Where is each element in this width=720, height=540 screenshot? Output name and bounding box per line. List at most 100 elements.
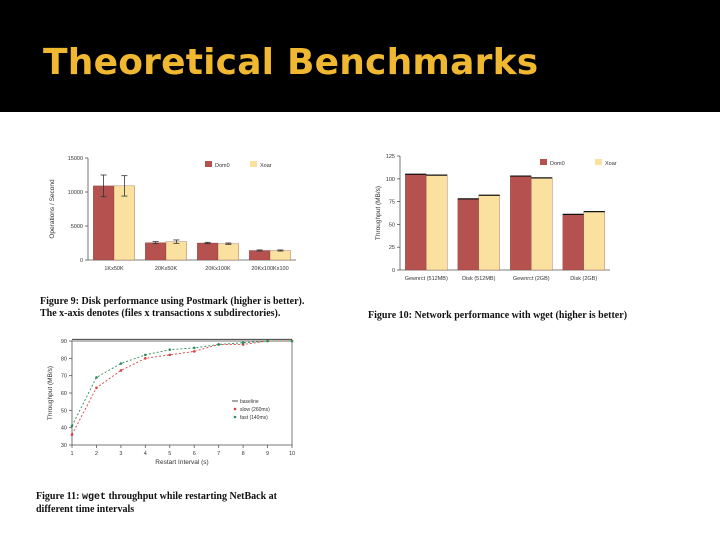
y-tick-label: 125 bbox=[386, 154, 395, 160]
data-point bbox=[70, 424, 74, 428]
legend-swatch-xoar bbox=[250, 161, 257, 167]
legend-label: baseline bbox=[240, 399, 259, 405]
slide-title: Theoretical Benchmarks bbox=[43, 42, 539, 83]
figure-9-caption: Figure 9: Disk performance using Postmar… bbox=[40, 296, 320, 320]
bar-xoar bbox=[478, 195, 500, 271]
figure-11-code: wget bbox=[81, 492, 106, 503]
figure-10-label: Figure 10: bbox=[368, 310, 412, 321]
bar-dom0 bbox=[562, 214, 584, 271]
legend-swatch-dom0 bbox=[540, 159, 547, 165]
figure-10-caption: Figure 10: Network performance with wget… bbox=[368, 310, 668, 322]
figure-11-chart: 30 40 50 60 70 80 90 1 2 3 4 5 6 7 8 9 10 Restart Interva… bbox=[40, 333, 300, 471]
bar-xoar bbox=[531, 177, 553, 271]
y-tick-label: 90 bbox=[61, 339, 67, 345]
x-tick-label: Disk (2GB) bbox=[570, 276, 597, 282]
data-point bbox=[95, 386, 98, 390]
legend-label-dom0: Dom0 bbox=[215, 163, 230, 169]
data-point bbox=[217, 343, 220, 346]
bar-xoar bbox=[165, 241, 187, 261]
data-point bbox=[192, 346, 196, 350]
x-tick-label: 3 bbox=[119, 451, 122, 457]
data-point bbox=[266, 339, 269, 343]
y-tick-label: 100 bbox=[386, 177, 395, 183]
bar-xoar bbox=[269, 250, 291, 261]
y-tick-label: 25 bbox=[389, 245, 395, 251]
y-axis-label: Operations / Second bbox=[49, 179, 56, 239]
figure-10-chart: 0 25 50 75 100 125 Throughput (MB/s) Gewnrct (5… bbox=[370, 148, 620, 288]
figure-9-label: Figure 9: bbox=[40, 296, 79, 307]
y-tick-label: 15000 bbox=[68, 156, 83, 162]
bar-xoar bbox=[217, 243, 239, 261]
x-tick-label: Disk (512MB) bbox=[462, 276, 495, 282]
data-point bbox=[95, 376, 98, 379]
x-tick-label: 9 bbox=[266, 451, 269, 457]
figure-11-label: Figure 11: bbox=[36, 491, 80, 502]
legend-swatch-dom0 bbox=[205, 161, 212, 167]
legend-label-xoar: Xoar bbox=[260, 163, 272, 169]
figure-9-svg: 0 5000 10000 15000 Operations / Second 1Kx50K… bbox=[49, 156, 296, 272]
data-point bbox=[144, 357, 147, 360]
y-tick-label: 50 bbox=[389, 222, 395, 228]
y-tick-label: 80 bbox=[61, 356, 67, 362]
x-tick-label: Gewnrct (2GB) bbox=[513, 276, 550, 282]
x-tick-label: Gewnrct (512MB) bbox=[405, 276, 448, 282]
y-axis-label: Throughput (MB/s) bbox=[375, 186, 382, 240]
y-tick-label: 0 bbox=[80, 258, 83, 264]
figure-10-svg: 0 25 50 75 100 125 Throughput (MB/s) Gewnrct (5… bbox=[375, 154, 617, 282]
legend-label-xoar: Xoar bbox=[605, 161, 617, 167]
x-tick-label: 8 bbox=[242, 451, 245, 457]
data-point bbox=[119, 362, 123, 365]
y-axis-label: Throughput (MB/s) bbox=[47, 366, 54, 420]
series-line-1 bbox=[71, 340, 292, 435]
data-point bbox=[168, 348, 172, 351]
x-axis-label: Restart Interval (s) bbox=[155, 459, 208, 466]
figure-9-chart: 0 5000 10000 15000 Operations / Second 1Kx50K… bbox=[40, 150, 300, 280]
y-tick-label: 40 bbox=[61, 426, 67, 432]
figure-9-text: Disk performance using Postmark (higher … bbox=[40, 296, 305, 319]
data-point bbox=[290, 339, 294, 343]
x-tick-label: 5 bbox=[168, 451, 171, 457]
bar-xoar bbox=[583, 211, 605, 271]
x-tick-label: 4 bbox=[144, 451, 147, 457]
plot-frame bbox=[71, 340, 293, 446]
legend-marker bbox=[233, 415, 237, 419]
legend-marker bbox=[233, 407, 237, 411]
y-tick-label: 30 bbox=[61, 443, 67, 449]
legend-label: slow (260ms) bbox=[240, 407, 270, 413]
y-tick-label: 70 bbox=[61, 374, 67, 380]
x-tick-label: 20Kx50K bbox=[155, 266, 178, 272]
x-tick-label: 10 bbox=[289, 451, 295, 457]
bar-dom0 bbox=[145, 242, 167, 261]
figure-11-caption: Figure 11: wget throughput while restart… bbox=[36, 491, 306, 516]
x-tick-label: 2 bbox=[95, 451, 98, 457]
x-tick-label: 7 bbox=[217, 451, 220, 457]
data-point bbox=[119, 369, 123, 372]
legend-swatch-xoar bbox=[595, 159, 602, 165]
data-point bbox=[70, 433, 74, 436]
y-tick-label: 5000 bbox=[71, 224, 83, 230]
bar-dom0 bbox=[249, 250, 271, 261]
x-tick-label: 20Kx100Kx100 bbox=[251, 266, 288, 272]
x-tick-label: 1Kx50K bbox=[104, 266, 124, 272]
x-tick-label: 6 bbox=[193, 451, 196, 457]
legend-label-dom0: Dom0 bbox=[550, 161, 565, 167]
figure-10-text: Network performance with wget (higher is… bbox=[414, 310, 628, 321]
bar-dom0 bbox=[510, 175, 532, 271]
y-tick-label: 75 bbox=[389, 200, 395, 206]
title-band: Theoretical Benchmarks bbox=[0, 0, 720, 112]
data-point bbox=[168, 353, 172, 357]
bar-dom0 bbox=[405, 174, 427, 271]
bar-xoar bbox=[426, 175, 448, 271]
x-tick-label: 20Kx100K bbox=[205, 266, 231, 272]
y-tick-label: 10000 bbox=[68, 190, 83, 196]
x-tick-label: 1 bbox=[70, 451, 73, 457]
y-tick-label: 0 bbox=[392, 268, 395, 274]
data-point bbox=[192, 350, 196, 353]
data-point bbox=[241, 341, 245, 345]
y-tick-label: 60 bbox=[61, 391, 67, 397]
bar-xoar bbox=[113, 185, 135, 261]
bar-dom0 bbox=[197, 242, 219, 261]
figure-11-text: throughput while restarting NetBack at d… bbox=[36, 491, 277, 515]
bar-dom0 bbox=[457, 198, 479, 271]
series-line-2 bbox=[71, 340, 292, 427]
